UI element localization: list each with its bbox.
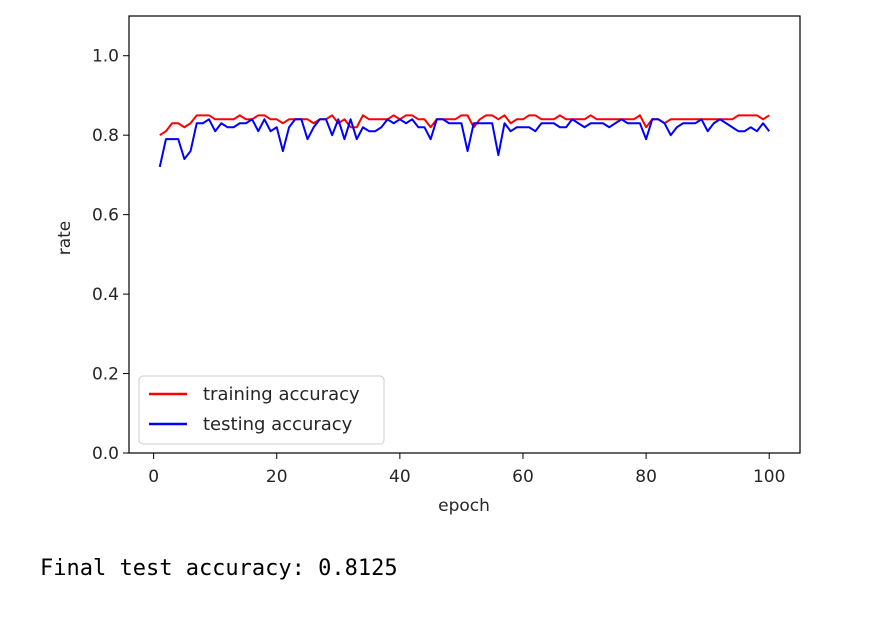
x-tick-label: 60 [512, 467, 534, 487]
series-line-testing [158, 118, 771, 168]
y-tick-label: 0.6 [92, 206, 119, 226]
y-tick-label: 0.8 [92, 126, 119, 146]
x-tick-label: 100 [753, 467, 785, 487]
y-tick-label: 0.2 [92, 365, 119, 385]
x-tick-label: 20 [266, 467, 288, 487]
legend-label-training: training accuracy [203, 384, 360, 405]
x-tick-label: 40 [389, 467, 411, 487]
legend-label-testing: testing accuracy [203, 414, 353, 435]
legend: training accuracy testing accuracy [138, 375, 385, 445]
y-tick-label: 1.0 [92, 47, 119, 67]
series-line-training [159, 114, 770, 137]
final-accuracy-output: Final test accuracy: 0.8125 [40, 556, 398, 581]
y-axis-ticks: 0.0 0.2 0.4 0.6 0.8 1.0 [92, 47, 129, 464]
x-axis-ticks: 0 20 40 60 80 100 [148, 453, 785, 487]
x-axis-label: epoch [438, 496, 490, 516]
accuracy-chart: 0.0 0.2 0.4 0.6 0.8 1.0 0 20 40 60 80 100 epoch ra… [55, 15, 801, 516]
series-lines [158, 114, 771, 168]
y-tick-label: 0.4 [92, 285, 119, 305]
x-tick-label: 0 [148, 467, 159, 487]
y-axis-label: rate [55, 221, 75, 256]
x-tick-label: 80 [635, 467, 657, 487]
y-tick-label: 0.0 [92, 444, 119, 464]
legend-box [138, 375, 385, 445]
